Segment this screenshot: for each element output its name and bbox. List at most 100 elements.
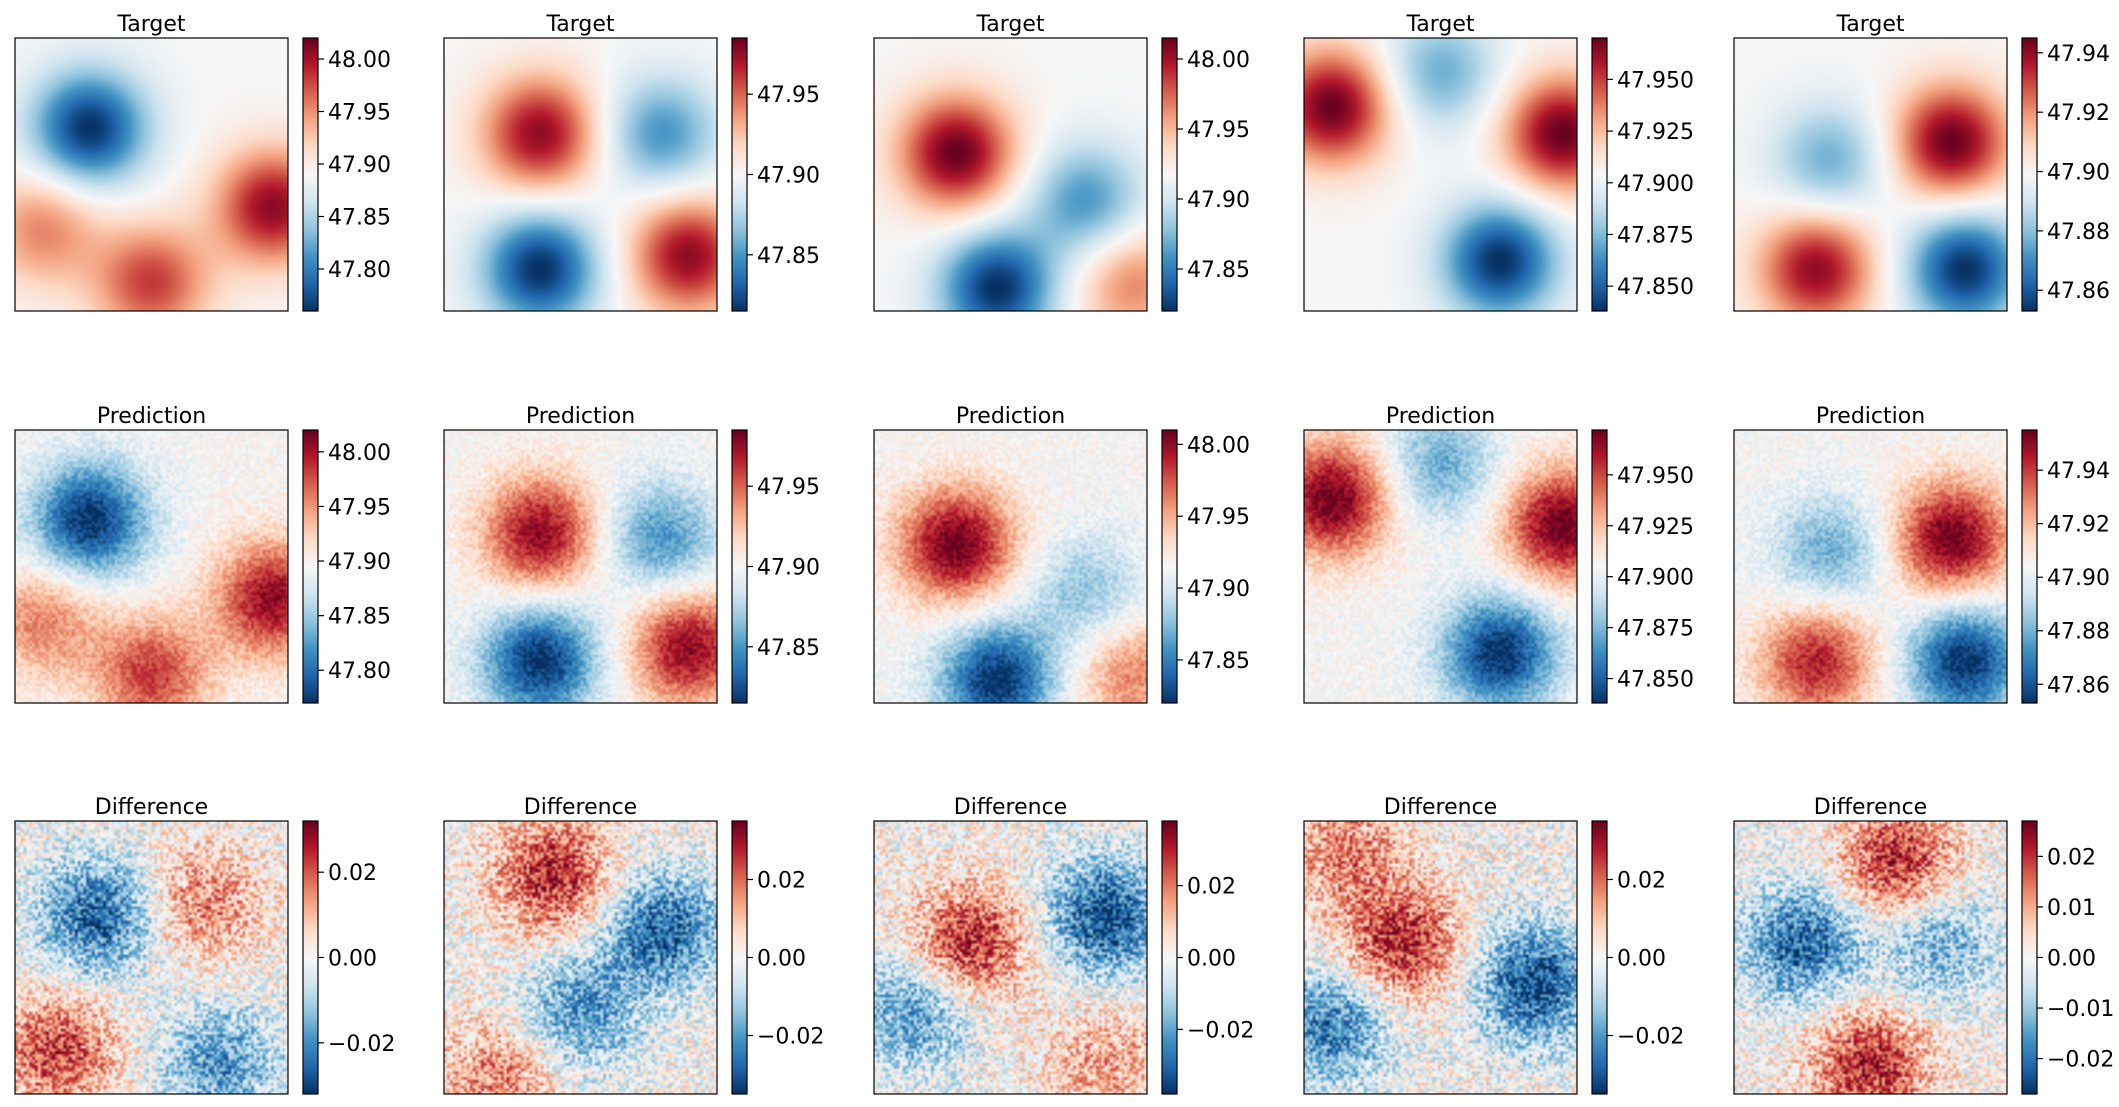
panel-title: Prediction (1816, 404, 1925, 429)
colorbar-tick-label: 47.90 (328, 550, 391, 575)
colorbar-tick-label: 47.88 (2047, 220, 2110, 245)
colorbar-tick-label: 47.85 (328, 605, 391, 630)
heatmap-panel: Prediction 47.85 47.90 47.95 (443, 404, 820, 704)
colorbar (1591, 37, 1608, 312)
colorbar-tick-label: 47.85 (757, 244, 820, 269)
heatmap-image (1304, 430, 1577, 703)
heatmap-frame (443, 820, 718, 1095)
colorbar-tick-label: 48.00 (328, 441, 391, 466)
panel-title: Difference (95, 795, 208, 820)
colorbar-tick-label: 47.95 (757, 475, 820, 500)
panel-title: Prediction (956, 404, 1065, 429)
colorbar-tick-label: 47.85 (328, 206, 391, 231)
panel-title: Target (975, 12, 1044, 37)
colorbar-tick-label: 47.925 (1617, 120, 1694, 145)
heatmap-panel: Difference −0.02 −0.01 0.00 0.01 0.02 (1733, 795, 2114, 1095)
colorbar-tick-label: −0.02 (328, 1032, 395, 1057)
panel-title: Target (1835, 12, 1904, 37)
colorbar-tick-label: 47.86 (2047, 673, 2110, 698)
colorbar-tick-label: 47.92 (2047, 101, 2110, 126)
colorbar-tick-label: 47.95 (328, 101, 391, 126)
colorbar-tick-label: −0.02 (1187, 1018, 1254, 1043)
colorbar-tick-label: 0.02 (2047, 845, 2096, 870)
colorbar-tick-label: 47.875 (1617, 223, 1694, 248)
colorbar-tick-label: 47.850 (1617, 275, 1694, 300)
heatmap-panel: Difference −0.02 0.00 0.02 (443, 795, 824, 1095)
panel-title: Difference (1384, 795, 1497, 820)
colorbar (1591, 429, 1608, 704)
colorbar (731, 37, 748, 312)
heatmap-panel: Target 47.85 47.90 47.95 48.00 (873, 12, 1250, 312)
panel-title: Prediction (97, 404, 206, 429)
heatmap-frame (443, 429, 718, 704)
colorbar (2021, 820, 2038, 1095)
heatmap-panel: Prediction 47.850 47.875 47.900 47.925 47.950 (1303, 404, 1694, 704)
colorbar-tick-label: 47.90 (1187, 577, 1250, 602)
colorbar (302, 820, 319, 1095)
colorbar (731, 429, 748, 704)
colorbar (1161, 429, 1178, 704)
heatmap-panel: Difference −0.02 0.00 0.02 (14, 795, 395, 1095)
colorbar-tick-label: 47.80 (328, 659, 391, 684)
colorbar-tick-label: 0.02 (757, 869, 806, 894)
colorbar-tick-label: 47.900 (1617, 566, 1694, 591)
colorbar-tick-label: 47.88 (2047, 620, 2110, 645)
colorbar-tick-label: 0.00 (1187, 947, 1236, 972)
heatmap-frame (14, 429, 289, 704)
colorbar-tick-label: −0.02 (757, 1025, 824, 1050)
colorbar-tick-label: 47.95 (328, 495, 391, 520)
colorbar (2021, 429, 2038, 704)
colorbar-tick-label: 47.90 (1187, 188, 1250, 213)
heatmap-image (874, 821, 1147, 1094)
panel-title: Difference (1814, 795, 1927, 820)
heatmap-image (874, 430, 1147, 703)
colorbar-tick-label: −0.01 (2047, 997, 2114, 1022)
colorbar-tick-label: 48.00 (1187, 48, 1250, 73)
heatmap-image (1304, 821, 1577, 1094)
heatmap-image (444, 821, 717, 1094)
heatmap-frame (443, 37, 718, 312)
colorbar-tick-label: −0.02 (2047, 1048, 2114, 1073)
colorbar-tick-label: 0.00 (757, 947, 806, 972)
colorbar-tick-label: 0.02 (328, 861, 377, 886)
colorbar-tick-label: 47.90 (757, 556, 820, 581)
colorbar-tick-label: 48.00 (1187, 433, 1250, 458)
colorbar-tick-label: 47.90 (757, 164, 820, 189)
colorbar (731, 820, 748, 1095)
colorbar-tick-label: 47.80 (328, 258, 391, 283)
panel-title: Difference (524, 795, 637, 820)
colorbar-tick-label: 47.85 (1187, 258, 1250, 283)
heatmap-frame (1733, 820, 2008, 1095)
heatmap-panel: Difference −0.02 0.00 0.02 (1303, 795, 1684, 1095)
heatmap-frame (1733, 37, 2008, 312)
colorbar-tick-label: 47.95 (1187, 505, 1250, 530)
heatmap-panel: Target 47.80 47.85 47.90 47.95 48.00 (14, 12, 391, 312)
heatmap-image (15, 430, 288, 703)
colorbar-tick-label: 47.90 (2047, 161, 2110, 186)
colorbar-tick-label: 47.925 (1617, 515, 1694, 540)
colorbar-tick-label: 47.90 (328, 153, 391, 178)
colorbar-tick-label: 48.00 (328, 48, 391, 73)
colorbar-tick-label: 47.85 (1187, 649, 1250, 674)
colorbar-tick-label: 47.950 (1617, 464, 1694, 489)
heatmap-panel: Difference −0.02 0.00 0.02 (873, 795, 1254, 1095)
panel-title: Target (1405, 12, 1474, 37)
colorbar-tick-label: 47.94 (2047, 459, 2110, 484)
colorbar-tick-label: 0.00 (2047, 947, 2096, 972)
panel-title: Target (116, 12, 185, 37)
heatmap-frame (873, 820, 1148, 1095)
heatmap-image (444, 430, 717, 703)
colorbar-tick-label: 47.950 (1617, 68, 1694, 93)
colorbar (1161, 37, 1178, 312)
heatmap-panel: Target 47.85 47.90 47.95 (443, 12, 820, 312)
colorbar-tick-label: 47.95 (757, 83, 820, 108)
heatmap-frame (1303, 37, 1578, 312)
heatmap-image (874, 38, 1147, 311)
colorbar (302, 429, 319, 704)
heatmap-panel: Target 47.86 47.88 47.90 47.92 47.94 (1733, 12, 2110, 312)
colorbar-tick-label: 0.02 (1617, 869, 1666, 894)
heatmap-frame (873, 37, 1148, 312)
heatmap-frame (1303, 429, 1578, 704)
heatmap-panel: Prediction 47.80 47.85 47.90 47.95 48.00 (14, 404, 391, 704)
